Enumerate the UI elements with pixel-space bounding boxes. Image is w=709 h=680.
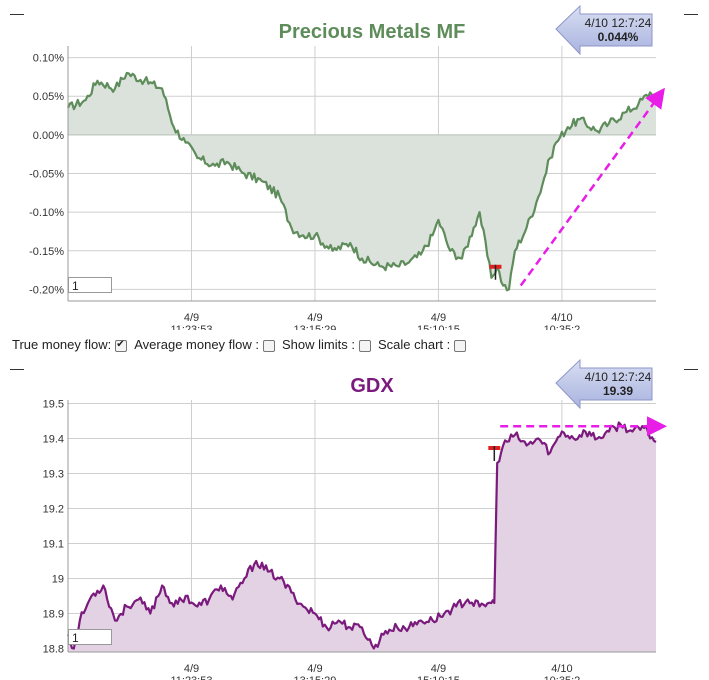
chart1-period-input[interactable]: 1	[68, 277, 112, 293]
y-tick-label: 18.8	[43, 644, 64, 656]
true-money-flow-checkbox[interactable]	[115, 339, 128, 352]
x-tick-date: 4/9	[184, 663, 199, 675]
y-tick-label: 0.00%	[33, 130, 64, 142]
x-tick-date: 4/9	[184, 312, 199, 324]
scale-chart-checkbox[interactable]	[454, 339, 467, 352]
chart-options: True money flow: Average money flow : Sh…	[12, 337, 470, 352]
x-tick-date: 4/10	[551, 663, 572, 675]
collapse-dash-mid-right[interactable]	[684, 369, 698, 370]
y-tick-label: -0.15%	[29, 246, 64, 258]
tooltip-value: 0.044%	[598, 30, 639, 44]
x-tick-date: 4/9	[307, 312, 322, 324]
show-limits-checkbox[interactable]	[358, 339, 371, 352]
y-tick-label: -0.05%	[29, 169, 64, 181]
series-area	[68, 422, 656, 652]
scale-chart-label: Scale chart :	[377, 337, 451, 352]
y-tick-label: 19.1	[43, 539, 64, 551]
y-tick-label: 19.3	[43, 469, 64, 481]
y-tick-label: -0.20%	[29, 284, 64, 296]
true-money-flow-label: True money flow:	[12, 337, 112, 352]
series-area	[68, 73, 656, 291]
tooltip-time: 4/10 12:7:24	[585, 16, 652, 30]
y-tick-label: -0.10%	[29, 207, 64, 219]
series-line	[67, 71, 657, 292]
average-money-flow-label: Average money flow :	[134, 337, 260, 352]
chart2-period-input[interactable]: 1	[68, 629, 112, 645]
x-tick-time: 15:10:15	[417, 675, 460, 680]
average-money-flow-checkbox[interactable]	[263, 339, 276, 352]
precious-metals-mf-chart[interactable]: Precious Metals MF 0.10% 0.05% 0.00% -0.05% -…	[0, 0, 709, 330]
x-tick-date: 4/9	[431, 663, 446, 675]
tooltip-value: 19.39	[603, 384, 633, 398]
x-tick-time: 13:15:29	[294, 324, 337, 330]
chart-title: GDX	[350, 375, 394, 397]
collapse-dash-top-right[interactable]	[684, 14, 698, 15]
trend-arrow	[519, 87, 665, 287]
x-tick-time: 11:23:53	[170, 675, 212, 680]
tooltip-time: 4/10 12:7:24	[585, 370, 652, 384]
y-tick-label: 19.5	[43, 399, 64, 411]
x-tick-date: 4/10	[551, 312, 572, 324]
collapse-dash-top-left[interactable]	[10, 14, 24, 15]
x-tick-date: 4/9	[431, 312, 446, 324]
collapse-dash-mid-left[interactable]	[10, 369, 24, 370]
value-tooltip: 4/10 12:7:240.044%	[555, 4, 653, 56]
show-limits-label: Show limits :	[282, 337, 355, 352]
x-tick-time: 15:10:15	[417, 324, 460, 330]
y-tick-label: 0.10%	[33, 53, 64, 65]
series-line	[66, 421, 657, 650]
x-tick-date: 4/9	[307, 663, 322, 675]
gdx-chart[interactable]: GDX19.519.419.319.219.11918.918.84/911:2…	[0, 355, 709, 680]
y-tick-label: 0.05%	[33, 91, 64, 103]
x-tick-time: 10:35:2	[544, 324, 581, 330]
y-tick-label: 18.9	[43, 609, 64, 621]
y-tick-label: 19.2	[43, 504, 64, 516]
x-tick-time: 13:15:29	[294, 675, 337, 680]
y-tick-label: 19.4	[43, 434, 64, 446]
x-tick-time: 10:35:2	[544, 675, 581, 680]
x-tick-time: 11:23:53	[170, 324, 212, 330]
chart-title: Precious Metals MF	[279, 21, 466, 43]
y-tick-label: 19	[52, 574, 64, 586]
